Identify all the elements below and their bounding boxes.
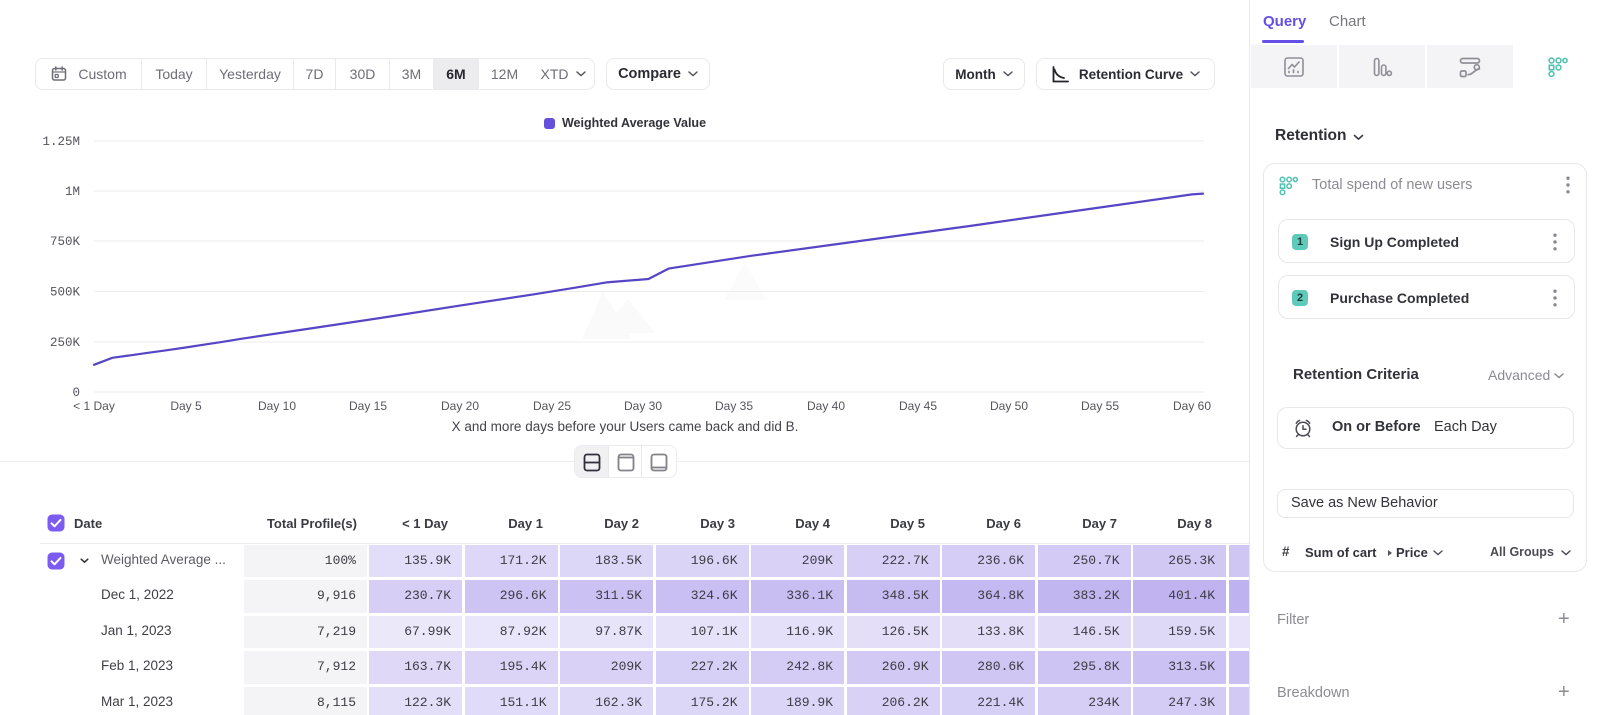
svg-text:Day 25: Day 25	[533, 399, 571, 413]
svg-text:Day 20: Day 20	[441, 399, 479, 413]
svg-text:750K: 750K	[50, 235, 81, 249]
svg-text:Day 30: Day 30	[624, 399, 662, 413]
svg-text:Day 40: Day 40	[807, 399, 845, 413]
svg-text:Day 10: Day 10	[258, 399, 296, 413]
svg-text:Day 5: Day 5	[170, 399, 202, 413]
svg-text:Day 45: Day 45	[899, 399, 937, 413]
svg-text:1.25M: 1.25M	[42, 135, 80, 149]
svg-text:Day 50: Day 50	[990, 399, 1028, 413]
svg-text:Day 55: Day 55	[1081, 399, 1119, 413]
svg-text:500K: 500K	[50, 286, 81, 300]
svg-text:Day 35: Day 35	[715, 399, 753, 413]
svg-text:1M: 1M	[65, 185, 80, 199]
svg-text:0: 0	[72, 386, 80, 400]
svg-text:Day 15: Day 15	[349, 399, 387, 413]
svg-text:Day 60: Day 60	[1173, 399, 1211, 413]
svg-text:< 1 Day: < 1 Day	[73, 399, 115, 413]
svg-text:250K: 250K	[50, 336, 81, 350]
